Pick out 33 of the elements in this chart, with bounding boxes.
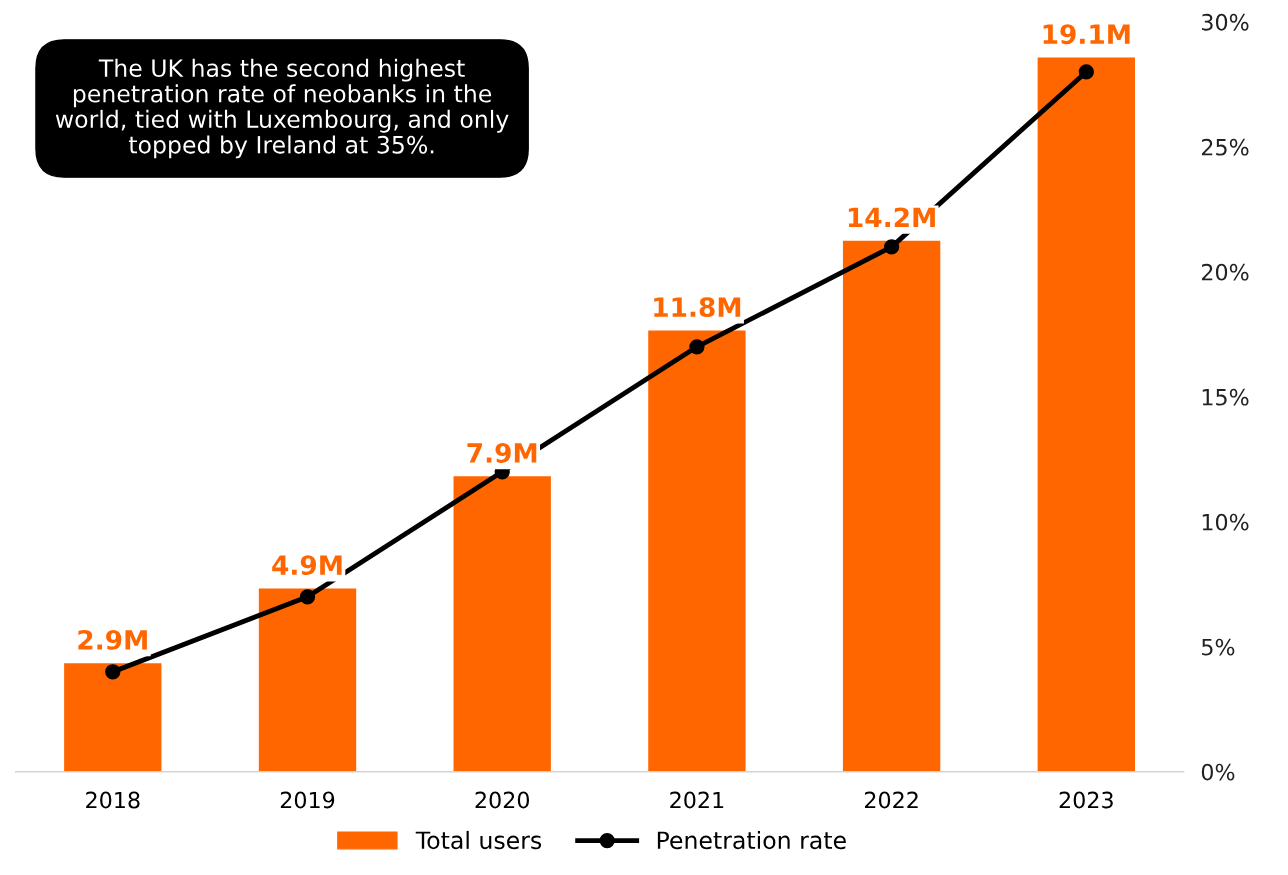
y2-tick-label: 30% — [1202, 13, 1249, 31]
x-tick-label: 2019 — [280, 791, 335, 809]
x-tick-label: 2022 — [864, 791, 918, 809]
point — [105, 664, 121, 680]
y2-tick-label: 20% — [1201, 263, 1249, 281]
bar — [453, 476, 551, 772]
data-label: 11.8M — [654, 297, 741, 318]
y2-tick-label: 25% — [1201, 138, 1249, 156]
point — [1078, 64, 1094, 80]
bar — [1037, 57, 1135, 772]
x-tick-label: 2023 — [1059, 791, 1113, 809]
point — [299, 589, 316, 605]
point — [883, 239, 900, 255]
x-tick-label: 2020 — [475, 791, 530, 809]
x-tick-label: 2021 — [670, 791, 724, 809]
data-label: 2.9M — [78, 629, 147, 650]
y2-tick-label: 5% — [1202, 638, 1235, 656]
y2-tick-label: 15% — [1202, 388, 1249, 406]
x-tick-label: 2018 — [86, 791, 140, 809]
data-label: 7.9M — [467, 442, 537, 463]
point — [689, 339, 705, 355]
y2-tick-label: 10% — [1202, 513, 1249, 531]
annotation: The UK has the second highest penetration rate of neobanks in the world, tied with Luxembourg, and only topped by Ireland at 35%. — [55, 58, 509, 159]
bar — [648, 330, 746, 772]
bar — [64, 663, 162, 772]
legend-label: Total users — [415, 830, 542, 850]
data-label: 19.1M — [1043, 24, 1130, 45]
bar — [258, 588, 357, 772]
y2-tick-label: 0% — [1201, 763, 1235, 781]
legend-label: Penetration rate — [657, 830, 846, 850]
data-label: 4.9M — [272, 555, 342, 576]
data-label: 14.2M — [848, 207, 935, 227]
bar — [842, 240, 941, 772]
